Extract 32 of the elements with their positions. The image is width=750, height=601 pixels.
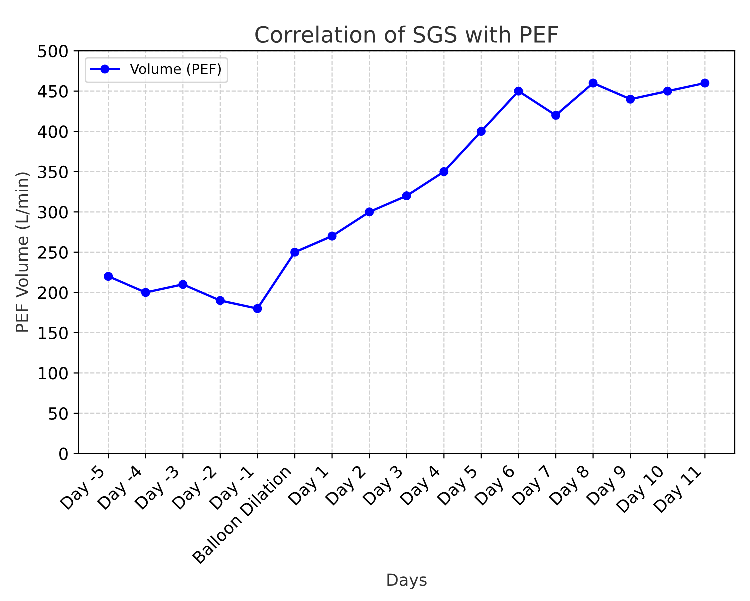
- y-tick-label: 0: [60, 448, 68, 460]
- y-tick-label: 400: [38, 126, 68, 138]
- y-tick-label: 250: [38, 246, 68, 259]
- legend-label: Volume (PEF): [130, 64, 221, 76]
- point: [700, 78, 710, 88]
- y-tick-label: 100: [39, 367, 68, 380]
- point: [476, 127, 486, 136]
- y-tick-label: 450: [38, 85, 68, 98]
- point: [440, 167, 449, 176]
- point: [514, 86, 524, 96]
- point: [178, 280, 188, 290]
- point: [552, 111, 561, 120]
- x-axis-title: Days: [388, 574, 427, 590]
- point: [402, 192, 412, 201]
- point: [290, 248, 300, 257]
- y-tick-label: 50: [49, 407, 68, 420]
- y-axis-title: PEF Volume (L/min): [16, 172, 30, 332]
- y-tick-label: 300: [38, 206, 68, 219]
- point: [141, 288, 150, 298]
- point: [626, 94, 636, 104]
- point: [365, 208, 374, 217]
- point: [663, 86, 672, 96]
- point: [328, 232, 337, 241]
- point: [104, 272, 114, 282]
- y-tick-label: 350: [38, 166, 68, 178]
- point: [253, 304, 262, 314]
- chart-title: Correlation of SGS with PEF: [256, 26, 558, 44]
- y-tick-label: 150: [39, 326, 68, 340]
- point: [588, 78, 598, 88]
- point: [216, 296, 225, 306]
- y-tick-label: 500: [38, 45, 68, 58]
- y-tick-label: 200: [38, 286, 68, 300]
